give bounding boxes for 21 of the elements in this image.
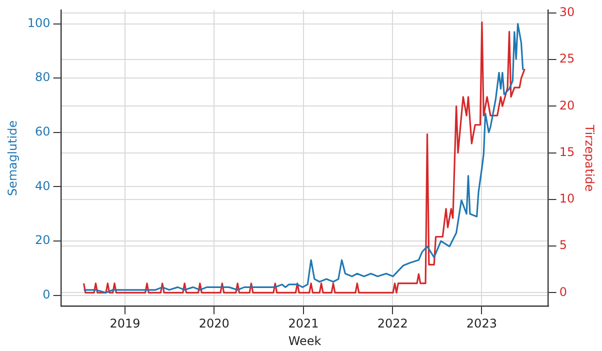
x-tick-label: 2022 bbox=[377, 316, 408, 331]
y-tick-label: 20 bbox=[35, 233, 50, 248]
x-axis-title: Week bbox=[288, 334, 322, 348]
y2-tick-label: 0 bbox=[559, 284, 567, 299]
y2-tick-label: 10 bbox=[559, 192, 575, 206]
y-axis-title: Semaglutide bbox=[5, 120, 20, 196]
y2-tick-label: 15 bbox=[559, 144, 575, 159]
x-tick-label: 2023 bbox=[466, 316, 497, 331]
y-tick-label: 80 bbox=[35, 70, 50, 84]
x-tick-label: 2020 bbox=[198, 316, 230, 331]
y2-axis-title: Tirzepatide bbox=[582, 124, 597, 192]
y2-tick-label: 30 bbox=[559, 5, 575, 20]
x-tick-label: 2021 bbox=[288, 316, 319, 331]
y-tick-label: 0 bbox=[42, 287, 50, 302]
x-tick-label: 2019 bbox=[110, 316, 140, 331]
y2-tick-label: 25 bbox=[559, 52, 575, 66]
y2-tick-label: 20 bbox=[559, 98, 575, 112]
y2-tick-label: 5 bbox=[559, 238, 567, 252]
y-tick-label: 40 bbox=[35, 178, 50, 193]
y-tick-label: 100 bbox=[27, 16, 50, 30]
y-tick-label: 60 bbox=[35, 124, 50, 139]
